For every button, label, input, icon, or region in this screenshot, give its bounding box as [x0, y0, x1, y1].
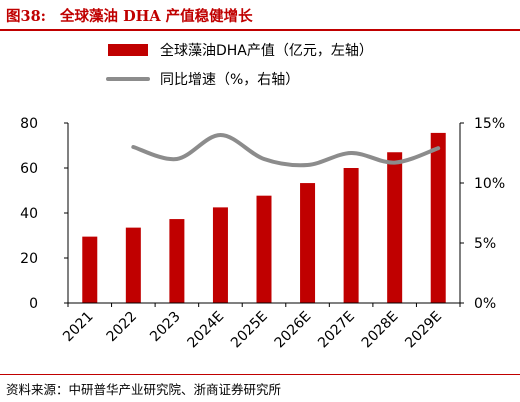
legend-line-label: 同比增速（%，右轴） [160, 72, 299, 88]
bar-2024E [212, 207, 228, 303]
bar-2025E [256, 195, 272, 303]
x-axis-tick-label: 2024E [185, 309, 228, 352]
bar-2028E [387, 152, 403, 303]
bar-2022 [125, 227, 141, 303]
bar-series [82, 132, 446, 303]
left-axis-tick-label: 60 [20, 161, 38, 177]
title-rule [0, 29, 520, 31]
bar-2027E [343, 168, 359, 303]
source-note: 资料来源：中研普华产业研究院、浙商证券研究所 [6, 382, 282, 397]
right-axis-tick-label: 15% [474, 116, 505, 132]
left-axis-tick-label: 80 [20, 116, 38, 132]
left-axis-tick-label: 20 [20, 251, 38, 267]
right-axis-tick-label: 0% [474, 296, 496, 312]
x-axis-tick-label: 2029E [402, 309, 445, 352]
left-axis-tick-label: 40 [20, 206, 38, 222]
figure-title: 图38: 全球藻油 DHA 产值稳健增长 [6, 5, 253, 26]
bar-2029E [430, 132, 446, 303]
left-axis: 0 20 40 60 80 [20, 116, 69, 312]
bar-2026E [300, 183, 316, 303]
legend-bar-swatch [108, 44, 148, 56]
legend-bar-label: 全球藻油DHA产值（亿元，左轴） [160, 42, 373, 59]
figure-number: 图38: [6, 8, 47, 25]
x-axis-tick-label: 2022 [104, 309, 141, 346]
x-axis-tick-label: 2027E [315, 309, 358, 352]
figure-title-text: 全球藻油 DHA 产值稳健增长 [60, 8, 253, 25]
growth-line [131, 133, 441, 168]
legend: 全球藻油DHA产值（亿元，左轴） 同比增速（%，右轴） [106, 42, 373, 88]
growth-line-series [131, 133, 441, 168]
x-axis-tick-label: 2025E [228, 309, 271, 352]
right-axis-tick-label: 5% [474, 236, 496, 252]
right-axis: 0% 5% 10% 15% [459, 116, 505, 312]
x-axis: 2021 2022 2023 2024E 2025E 2026E 2027E 2028E 202… [60, 302, 461, 352]
bar-2023 [169, 219, 185, 303]
x-axis-tick-label: 2021 [60, 309, 97, 346]
source-rule [0, 374, 520, 375]
bar-2021 [82, 236, 98, 303]
x-axis-tick-label: 2026E [272, 309, 315, 352]
left-axis-tick-label: 0 [29, 296, 38, 312]
x-axis-tick-label: 2023 [147, 309, 184, 346]
right-axis-tick-label: 10% [474, 176, 505, 192]
x-axis-tick-label: 2028E [359, 309, 402, 352]
